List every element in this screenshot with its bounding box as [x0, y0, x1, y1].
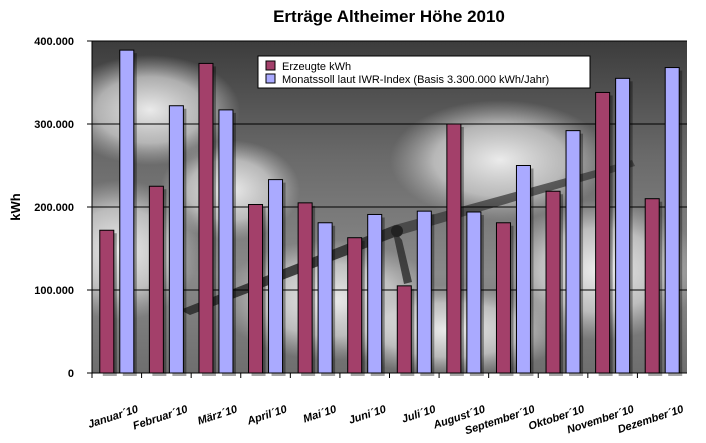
bar-monatssoll [615, 77, 631, 374]
chart-title: Erträge Altheimer Höhe 2010 [273, 7, 505, 26]
bar-erzeugte-kwh [495, 222, 511, 374]
bar-erzeugte-kwh [297, 202, 313, 374]
y-tick-label: 0 [68, 368, 74, 380]
bar-monatssoll [168, 105, 184, 374]
x-tick-label: Juni´10 [347, 403, 388, 427]
x-tick-label: Mai´10 [302, 403, 339, 425]
bar-monatssoll [416, 210, 432, 374]
legend-box [257, 55, 591, 89]
bars [99, 49, 683, 377]
legend-label: Erzeugte kWh [282, 61, 351, 73]
y-tick-label: 100.000 [34, 285, 74, 297]
bar-erzeugte-kwh [347, 237, 363, 374]
bar-monatssoll [515, 165, 531, 374]
bar-monatssoll [565, 130, 581, 374]
bar-erzeugte-kwh [99, 229, 115, 374]
y-tick-label: 400.000 [34, 36, 74, 48]
bar-erzeugte-kwh [595, 91, 611, 374]
legend-label: Monatssoll laut IWR-Index (Basis 3.300.0… [282, 74, 549, 86]
bar-erzeugte-kwh [644, 198, 660, 374]
bar-monatssoll [268, 179, 284, 374]
gridlines [92, 40, 687, 291]
y-tick-label: 200.000 [34, 202, 74, 214]
bar-erzeugte-kwh [198, 62, 214, 374]
x-tick-label: Februar´10 [132, 403, 191, 432]
bar-erzeugte-kwh [248, 204, 264, 374]
y-axis-label: kWh [8, 193, 23, 221]
y-tick-label: 300.000 [34, 119, 74, 131]
x-tick-label: April´10 [245, 403, 289, 428]
bar-monatssoll [317, 222, 333, 374]
bar-monatssoll [664, 67, 680, 374]
x-tick-label: März´10 [196, 403, 240, 427]
legend-swatch [265, 60, 276, 71]
bar-monatssoll [367, 213, 383, 374]
legend-swatch [265, 73, 276, 84]
bar-erzeugte-kwh [148, 185, 164, 374]
bar-erzeugte-kwh [446, 123, 462, 374]
bar-erzeugte-kwh [545, 190, 561, 374]
bar-monatssoll [218, 109, 234, 374]
bar-monatssoll [466, 211, 482, 374]
bar-monatssoll [119, 49, 135, 374]
bar-erzeugte-kwh [396, 285, 412, 374]
